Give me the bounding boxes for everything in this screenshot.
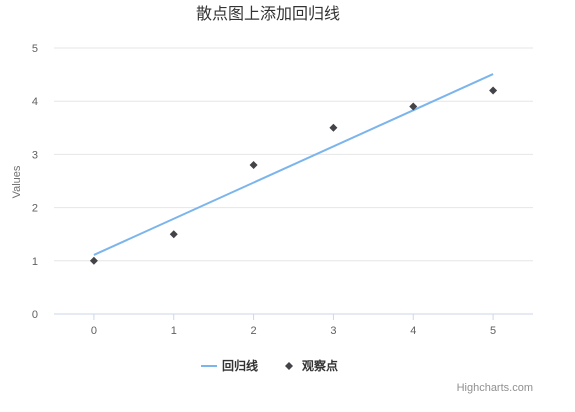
y-axis-label: Values <box>11 165 23 198</box>
y-tick-label: 1 <box>32 256 38 268</box>
legend-item[interactable]: 回归线 <box>201 358 258 373</box>
x-tick-label: 0 <box>91 325 97 337</box>
chart-title: 散点图上添加回归线 <box>196 4 340 23</box>
x-tick-label: 5 <box>490 325 496 337</box>
y-tick-label: 2 <box>32 203 38 215</box>
plot-series <box>89 73 498 265</box>
legend-item[interactable]: 观察点 <box>285 358 338 373</box>
x-tick-label: 2 <box>251 325 257 337</box>
legend-label: 回归线 <box>222 358 258 373</box>
scatter-point[interactable] <box>409 102 418 111</box>
x-tick-label: 3 <box>330 325 336 337</box>
y-tick-label: 5 <box>32 43 38 55</box>
y-tick-label: 4 <box>32 96 38 108</box>
y-tick-label: 0 <box>32 309 38 321</box>
regression-line[interactable] <box>93 73 494 256</box>
scatter-point[interactable] <box>489 86 498 95</box>
scatter-point[interactable] <box>89 256 98 265</box>
x-axis-tick-labels: 0 1 2 3 4 5 <box>91 314 496 337</box>
x-tick-label: 1 <box>171 325 177 337</box>
y-tick-label: 3 <box>32 149 38 161</box>
y-axis-tick-labels: 0 1 2 3 4 5 <box>32 43 38 321</box>
legend-diamond-symbol <box>285 362 293 370</box>
scatter-point[interactable] <box>249 161 258 170</box>
scatter-point[interactable] <box>329 123 338 132</box>
credits-link[interactable]: Highcharts.com <box>457 382 533 394</box>
x-tick-label: 4 <box>410 325 416 337</box>
legend-label: 观察点 <box>302 358 338 373</box>
grid-lines <box>54 47 533 315</box>
legend[interactable]: 回归线 观察点 <box>201 358 338 373</box>
scatter-point[interactable] <box>169 230 178 239</box>
